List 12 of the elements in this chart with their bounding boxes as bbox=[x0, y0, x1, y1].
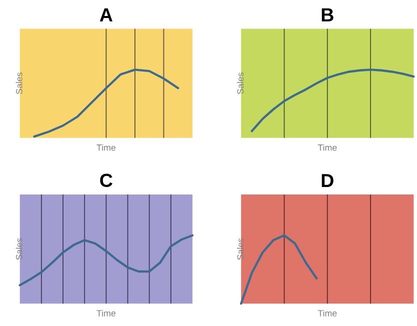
y-axis-title: Sales bbox=[237, 72, 244, 94]
x-axis-title: Time bbox=[318, 310, 337, 316]
y-axis-title: Sales bbox=[16, 238, 22, 260]
chart-title: B bbox=[322, 8, 334, 22]
chart-title: D bbox=[322, 174, 334, 187]
x-axis-title: Time bbox=[318, 144, 337, 151]
x-axis-title: Time bbox=[96, 144, 116, 151]
x-axis-title: Time bbox=[96, 310, 116, 316]
y-axis-title: Sales bbox=[237, 238, 244, 260]
y-axis-title: Sales bbox=[16, 72, 22, 94]
chart-title: A bbox=[100, 8, 112, 22]
chart-title: C bbox=[100, 174, 112, 187]
